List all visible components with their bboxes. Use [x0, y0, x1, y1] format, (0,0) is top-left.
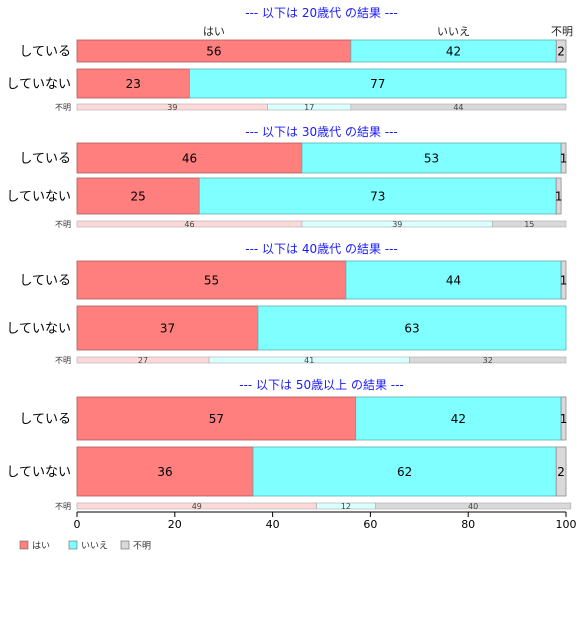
- data-label: 42: [446, 45, 461, 59]
- bar-segment: [76, 305, 259, 351]
- bar-segment: [560, 396, 567, 441]
- x-tick-label: 0: [74, 518, 81, 531]
- unknown-label: 49: [192, 502, 202, 511]
- x-tick-label: 20: [168, 518, 182, 531]
- data-label: 36: [157, 465, 172, 479]
- row-label: していない: [6, 190, 71, 205]
- unknown-row-label: 不明: [55, 220, 71, 229]
- data-label: 1: [555, 190, 563, 204]
- column-label: 不明: [551, 25, 573, 38]
- panel-title: --- 以下は 20歳代 の結果 ---: [245, 6, 398, 20]
- data-label: 25: [130, 190, 145, 204]
- data-label: 73: [370, 190, 385, 204]
- bar-segment: [189, 68, 567, 99]
- x-tick-label: 100: [556, 518, 577, 531]
- data-label: 63: [404, 322, 419, 336]
- bar-segment: [345, 260, 562, 300]
- unknown-segment: [492, 220, 567, 228]
- data-label: 62: [397, 465, 412, 479]
- bar-segment: [555, 177, 562, 215]
- legend-swatch: [19, 540, 29, 550]
- column-label: はい: [203, 25, 225, 38]
- data-label: 2: [557, 465, 565, 479]
- bar-segment: [198, 177, 557, 215]
- x-tick-label: 40: [266, 518, 280, 531]
- unknown-label: 32: [483, 356, 493, 365]
- bar-segment: [555, 39, 567, 63]
- legend-label: いいえ: [81, 541, 108, 552]
- bar-segment: [301, 142, 562, 174]
- bar-segment: [560, 142, 567, 174]
- data-label: 46: [182, 152, 197, 166]
- unknown-label: 17: [304, 103, 314, 112]
- data-label: 37: [160, 322, 175, 336]
- bar-segment: [76, 446, 254, 497]
- legend-label: はい: [32, 541, 50, 552]
- unknown-label: 15: [524, 220, 534, 229]
- unknown-segment: [374, 502, 572, 510]
- data-label: 42: [451, 412, 466, 426]
- unknown-row-label: 不明: [55, 103, 71, 112]
- data-label: 57: [209, 412, 224, 426]
- row-label: している: [19, 152, 71, 167]
- data-label: 56: [206, 45, 221, 59]
- unknown-segment: [409, 356, 567, 364]
- data-label: 1: [560, 152, 568, 166]
- panel-title: --- 以下は 40歳代 の結果 ---: [245, 242, 398, 256]
- panel-title: --- 以下は 30歳代 の結果 ---: [245, 125, 398, 139]
- legend-swatch: [120, 540, 130, 550]
- data-label: 1: [560, 412, 568, 426]
- x-tick-label: 60: [363, 518, 377, 531]
- row-label: していない: [6, 322, 71, 337]
- unknown-label: 39: [167, 103, 177, 112]
- column-label: いいえ: [437, 25, 470, 38]
- data-label: 55: [204, 274, 219, 288]
- bar-segment: [76, 142, 303, 174]
- bar-segment: [560, 260, 567, 300]
- row-label: している: [19, 274, 71, 289]
- data-label: 2: [557, 45, 565, 59]
- bar-segment: [257, 305, 567, 351]
- bar-segment: [555, 446, 567, 497]
- panel-title: --- 以下は 50歳以上 の結果 ---: [239, 378, 404, 392]
- unknown-label: 44: [453, 103, 463, 112]
- unknown-label: 27: [138, 356, 148, 365]
- data-label: 23: [126, 77, 141, 91]
- data-label: 77: [370, 77, 385, 91]
- row-label: していない: [6, 465, 71, 480]
- unknown-label: 39: [392, 220, 402, 229]
- unknown-row-label: 不明: [55, 356, 71, 365]
- data-label: 44: [446, 274, 461, 288]
- bar-segment: [355, 396, 562, 441]
- data-label: 1: [560, 274, 568, 288]
- legend-label: 不明: [133, 541, 151, 552]
- data-label: 53: [424, 152, 439, 166]
- unknown-label: 12: [341, 502, 351, 511]
- row-label: していない: [6, 77, 71, 92]
- unknown-row-label: 不明: [55, 502, 71, 511]
- row-label: している: [19, 412, 71, 427]
- unknown-label: 46: [184, 220, 194, 229]
- unknown-label: 40: [468, 502, 478, 511]
- row-label: している: [19, 45, 71, 60]
- bar-segment: [76, 177, 200, 215]
- unknown-label: 41: [304, 356, 314, 365]
- unknown-segment: [350, 103, 567, 111]
- x-tick-label: 80: [461, 518, 475, 531]
- bar-segment: [252, 446, 557, 497]
- legend-swatch: [68, 540, 78, 550]
